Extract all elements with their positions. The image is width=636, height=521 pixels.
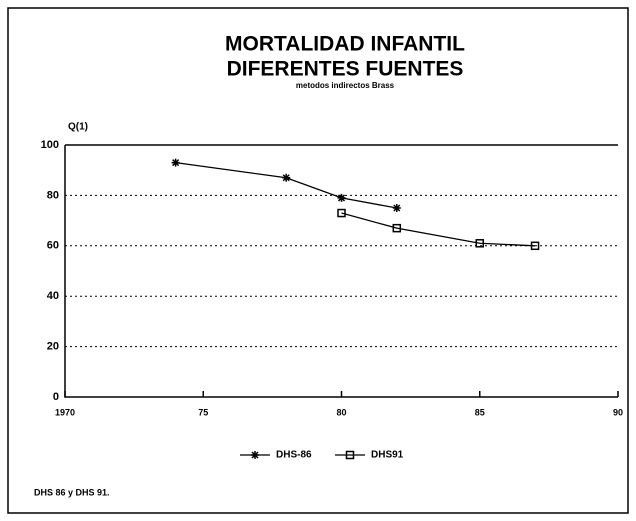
footnote: DHS 86 y DHS 91.: [34, 487, 110, 497]
y-tick-label: 0: [53, 391, 59, 403]
marker: [171, 158, 180, 167]
y-tick-label: 20: [47, 341, 59, 353]
plot-frame: [64, 144, 618, 398]
marker: [337, 193, 346, 202]
legend-label: DHS91: [371, 450, 404, 461]
y-tick-label: 40: [47, 290, 59, 302]
x-tick-label: 1970: [55, 407, 75, 417]
series-line: [175, 161, 397, 209]
marker: [475, 239, 484, 248]
chart-subtitle: DIFERENTES FUENTES: [227, 58, 464, 81]
marker: [392, 223, 402, 233]
y-tick-label: 80: [47, 189, 59, 201]
marker: [392, 204, 401, 212]
marker: [337, 208, 346, 218]
y-tick-label: 60: [47, 240, 59, 252]
marker: [530, 241, 540, 251]
series-line: [341, 212, 536, 247]
marker: [251, 451, 259, 459]
x-tick-label: 85: [475, 407, 485, 417]
chart-caption: metodos indirectos Brass: [296, 81, 395, 90]
marker: [345, 450, 355, 460]
marker: [282, 173, 291, 182]
y-axis-label: Q(1): [68, 122, 88, 133]
x-tick-label: 80: [336, 407, 346, 417]
chart-title: MORTALIDAD INFANTIL: [225, 33, 465, 56]
frame: [7, 7, 629, 514]
x-tick-label: 90: [613, 407, 623, 417]
legend-label: DHS-86: [276, 450, 312, 461]
y-tick-label: 100: [41, 139, 59, 151]
x-tick-label: 75: [198, 407, 208, 417]
